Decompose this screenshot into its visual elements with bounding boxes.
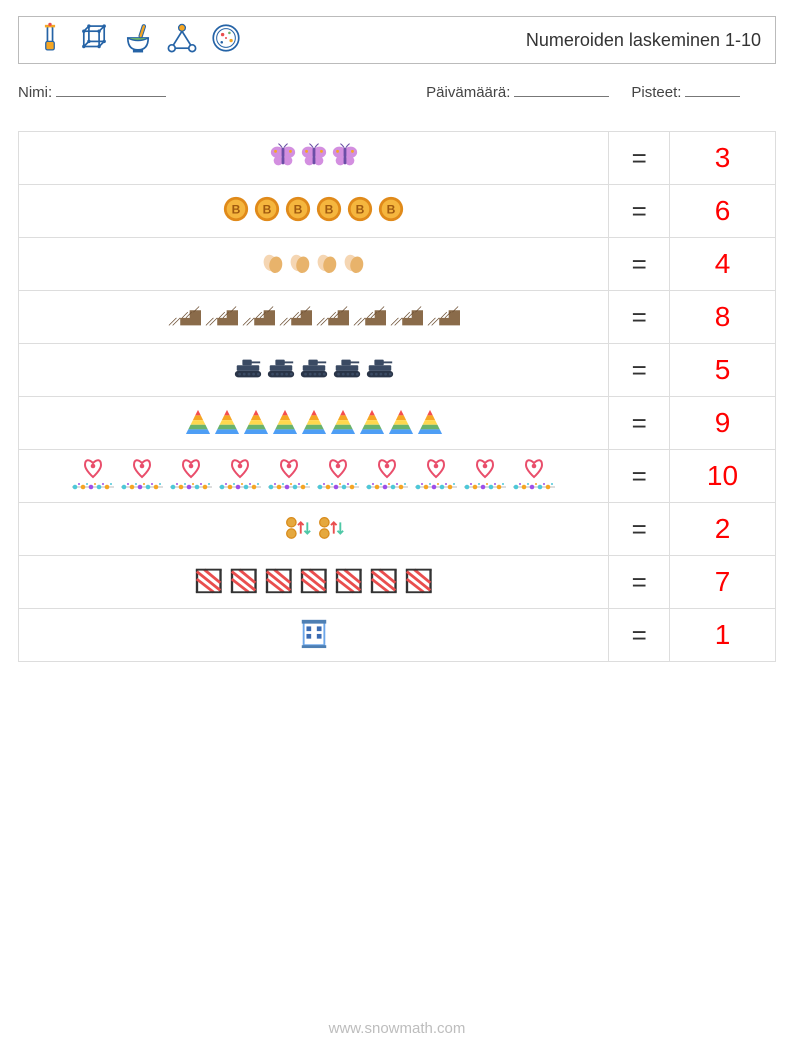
table-body: =3BBBBBB=6=4=8=5=9=10=2=7=1 xyxy=(19,132,776,662)
meta-name: Nimi: xyxy=(18,82,166,101)
svg-text:B: B xyxy=(325,202,334,216)
meta-spacer xyxy=(166,82,426,101)
pyramid-icon xyxy=(185,405,443,437)
answer-cell: 6 xyxy=(670,185,776,238)
meta-row: Nimi: Päivämäärä: Pisteet: xyxy=(18,82,776,101)
svg-text:B: B xyxy=(232,202,241,216)
answer-cell: 9 xyxy=(670,397,776,450)
table-row: =7 xyxy=(19,556,776,609)
answer-cell: 1 xyxy=(670,609,776,662)
table-row: =8 xyxy=(19,291,776,344)
icon-cell xyxy=(19,344,609,397)
barrier-icon xyxy=(193,564,435,596)
answer-cell: 10 xyxy=(670,450,776,503)
answer-cell: 4 xyxy=(670,238,776,291)
table-row: =10 xyxy=(19,450,776,503)
equals-cell: = xyxy=(609,397,670,450)
name-label: Nimi: xyxy=(18,84,52,101)
brick-step-icon xyxy=(167,302,460,328)
petri-dish-icon xyxy=(209,21,243,60)
icon-cell: BBBBBB xyxy=(19,185,609,238)
icon-cell xyxy=(19,291,609,344)
table-row: =3 xyxy=(19,132,776,185)
butterfly-icon xyxy=(269,140,359,172)
answer-cell: 8 xyxy=(670,291,776,344)
equals-cell: = xyxy=(609,450,670,503)
header-icons xyxy=(33,21,243,60)
equals-cell: = xyxy=(609,238,670,291)
building-icon xyxy=(297,617,331,649)
icon-cell xyxy=(19,503,609,556)
table-row: =5 xyxy=(19,344,776,397)
date-line xyxy=(514,82,609,97)
chemistry-kit-icon xyxy=(33,21,67,60)
date-label: Päivämäärä: xyxy=(426,84,510,101)
table-row: =2 xyxy=(19,503,776,556)
svg-text:B: B xyxy=(356,202,365,216)
cube-icon xyxy=(77,21,111,60)
equals-cell: = xyxy=(609,291,670,344)
meta-gap xyxy=(609,82,631,101)
score-label: Pisteet: xyxy=(631,84,681,101)
icon-cell xyxy=(19,556,609,609)
svg-text:B: B xyxy=(263,202,272,216)
atom-compass-icon xyxy=(165,21,199,60)
answer-cell: 3 xyxy=(670,132,776,185)
swap-coins-icon xyxy=(282,511,345,543)
equals-cell: = xyxy=(609,503,670,556)
answer-cell: 5 xyxy=(670,344,776,397)
icon-cell xyxy=(19,609,609,662)
table-row: B B B B B B =6 xyxy=(19,185,776,238)
coin-icon: BBBBBB xyxy=(222,193,405,225)
icon-cell xyxy=(19,132,609,185)
counting-table: =3BBBBBB=6=4=8=5=9=10=2=7=1 xyxy=(18,131,776,662)
footer-url: www.snowmath.com xyxy=(18,1020,776,1041)
pin-garland-icon xyxy=(70,457,557,491)
score-line xyxy=(685,82,740,97)
table-row: =9 xyxy=(19,397,776,450)
meta-score: Pisteet: xyxy=(631,82,740,101)
table-row: =1 xyxy=(19,609,776,662)
equals-cell: = xyxy=(609,132,670,185)
answer-cell: 7 xyxy=(670,556,776,609)
svg-text:B: B xyxy=(294,202,303,216)
equals-cell: = xyxy=(609,344,670,397)
equals-cell: = xyxy=(609,609,670,662)
answer-cell: 2 xyxy=(670,503,776,556)
mortar-pestle-icon xyxy=(121,21,155,60)
svg-text:B: B xyxy=(387,202,396,216)
header-box: Numeroiden laskeminen 1-10 xyxy=(18,16,776,64)
name-line xyxy=(56,82,166,97)
equals-cell: = xyxy=(609,556,670,609)
meta-date: Päivämäärä: xyxy=(426,82,609,101)
tank-icon xyxy=(233,352,395,384)
icon-cell xyxy=(19,397,609,450)
icon-cell xyxy=(19,450,609,503)
worksheet-title: Numeroiden laskeminen 1-10 xyxy=(526,30,761,51)
equals-cell: = xyxy=(609,185,670,238)
table-row: =4 xyxy=(19,238,776,291)
egg-icon xyxy=(261,246,366,278)
icon-cell xyxy=(19,238,609,291)
